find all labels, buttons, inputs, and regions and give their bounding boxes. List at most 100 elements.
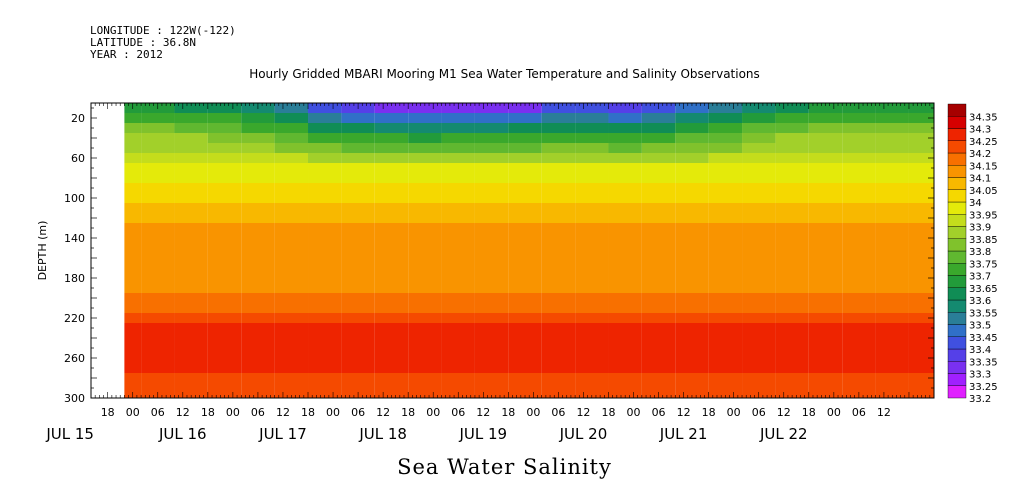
heatmap-cell bbox=[441, 333, 475, 343]
heatmap-cell bbox=[908, 193, 934, 203]
heatmap-cell bbox=[641, 253, 676, 263]
colorbar-swatch bbox=[947, 324, 967, 337]
heatmap-cell bbox=[641, 283, 676, 293]
colorbar-label: 33.7 bbox=[969, 272, 991, 283]
heatmap-cell bbox=[341, 113, 375, 123]
heatmap-cell bbox=[775, 103, 809, 113]
heatmap-cell bbox=[207, 383, 242, 393]
heatmap-cell bbox=[608, 253, 642, 263]
heatmap-cell bbox=[908, 223, 934, 233]
heatmap-cell bbox=[908, 373, 934, 383]
heatmap-cell bbox=[141, 263, 175, 273]
heatmap-cell bbox=[341, 193, 375, 203]
heatmap-cell bbox=[408, 333, 442, 343]
heatmap-cell bbox=[124, 203, 142, 213]
variable-title: Sea Water Salinity bbox=[397, 455, 612, 479]
heatmap-cell bbox=[608, 283, 642, 293]
heatmap-cell bbox=[675, 193, 709, 203]
heatmap-cell bbox=[207, 143, 242, 153]
heatmap-cell bbox=[408, 243, 442, 253]
heatmap-cell bbox=[474, 183, 509, 193]
heatmap-cell bbox=[641, 373, 676, 383]
colorbar-label: 33.3 bbox=[969, 370, 991, 381]
heatmap-cell bbox=[808, 273, 843, 283]
chart-title: Hourly Gridded MBARI Mooring M1 Sea Wate… bbox=[249, 67, 760, 81]
colorbar-label: 33.8 bbox=[969, 247, 991, 258]
heatmap-cell bbox=[341, 163, 375, 173]
heatmap-cell bbox=[241, 223, 275, 233]
heatmap-cell bbox=[124, 153, 142, 163]
heatmap-cell bbox=[341, 123, 375, 133]
heatmap-cell bbox=[274, 163, 309, 173]
heatmap-cell bbox=[541, 343, 576, 353]
heatmap-cell bbox=[274, 273, 309, 283]
heatmap-cell bbox=[541, 373, 576, 383]
heatmap-cell bbox=[341, 233, 375, 243]
heatmap-cell bbox=[508, 113, 542, 123]
heatmap-cell bbox=[174, 243, 208, 253]
heatmap-cell bbox=[875, 123, 909, 133]
heatmap-cell bbox=[408, 213, 442, 223]
heatmap-cell bbox=[374, 313, 409, 323]
heatmap-cell bbox=[474, 313, 509, 323]
colorbar-label: 34.3 bbox=[969, 125, 991, 136]
heatmap-cell bbox=[842, 123, 876, 133]
heatmap-cell bbox=[875, 133, 909, 143]
x-tick-label: 06 bbox=[351, 406, 365, 419]
heatmap-cell bbox=[875, 313, 909, 323]
heatmap-cell bbox=[341, 343, 375, 353]
heatmap-cell bbox=[141, 203, 175, 213]
heatmap-cell bbox=[207, 363, 242, 373]
heatmap-cell bbox=[441, 173, 475, 183]
colorbar-swatch bbox=[947, 361, 967, 374]
heatmap-cell bbox=[124, 223, 142, 233]
heatmap-cell bbox=[241, 383, 275, 393]
heatmap-cell bbox=[742, 143, 776, 153]
heatmap-cell bbox=[641, 303, 676, 313]
heatmap-cell bbox=[641, 263, 676, 273]
heatmap-cell bbox=[875, 333, 909, 343]
x-day-label: JUL 17 bbox=[258, 425, 307, 443]
heatmap-cell bbox=[575, 283, 609, 293]
colorbar-swatch bbox=[947, 152, 967, 166]
heatmap-cell bbox=[842, 253, 876, 263]
heatmap-cell bbox=[408, 143, 442, 153]
heatmap-cell bbox=[575, 193, 609, 203]
heatmap-cells bbox=[124, 103, 934, 398]
heatmap-cell bbox=[675, 313, 709, 323]
heatmap-cell bbox=[708, 183, 743, 193]
heatmap-cell bbox=[274, 123, 309, 133]
heatmap-cell bbox=[374, 263, 409, 273]
heatmap-cell bbox=[875, 223, 909, 233]
heatmap-cell bbox=[274, 173, 309, 183]
heatmap-cell bbox=[241, 323, 275, 333]
heatmap-cell bbox=[808, 333, 843, 343]
heatmap-cell bbox=[908, 363, 934, 373]
heatmap-cell bbox=[241, 253, 275, 263]
heatmap-cell bbox=[508, 303, 542, 313]
heatmap-cell bbox=[241, 133, 275, 143]
x-tick-label: 12 bbox=[176, 406, 190, 419]
heatmap-cell bbox=[474, 133, 509, 143]
x-axis: 18 00 06 12 18 00 06 12 18 00 06 12 18 00 06 12 18 00 06 12… bbox=[45, 103, 935, 443]
heatmap-cell bbox=[124, 273, 142, 283]
heatmap-cell bbox=[775, 303, 809, 313]
heatmap-cell bbox=[675, 303, 709, 313]
heatmap-cell bbox=[207, 173, 242, 183]
heatmap-cell bbox=[842, 373, 876, 383]
heatmap-cell bbox=[541, 153, 576, 163]
heatmap-cell bbox=[474, 153, 509, 163]
heatmap-cell bbox=[575, 323, 609, 333]
heatmap-cell bbox=[207, 263, 242, 273]
heatmap-cell bbox=[274, 143, 309, 153]
heatmap-cell bbox=[141, 283, 175, 293]
heatmap-cell bbox=[641, 383, 676, 393]
heatmap-cell bbox=[124, 323, 142, 333]
heatmap-cell bbox=[474, 123, 509, 133]
heatmap-cell bbox=[174, 153, 208, 163]
y-axis-label: DEPTH (m) bbox=[36, 221, 49, 281]
heatmap-cell bbox=[808, 283, 843, 293]
heatmap-cell bbox=[508, 103, 542, 113]
x-tick-label: 12 bbox=[877, 406, 891, 419]
heatmap-cell bbox=[174, 213, 208, 223]
